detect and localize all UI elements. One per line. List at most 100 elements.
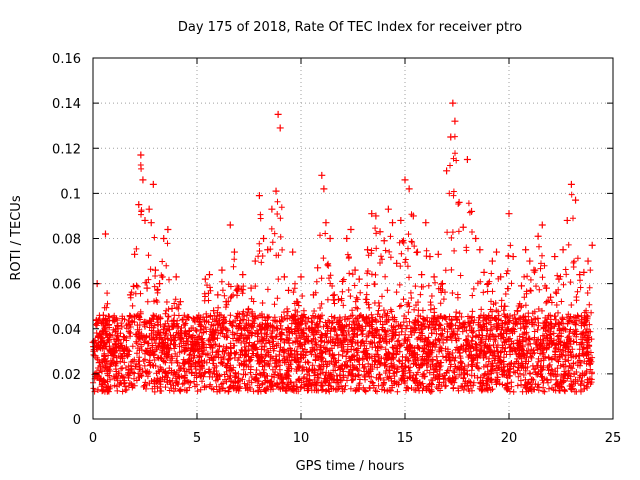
scatter-point [580, 268, 588, 276]
scatter-cloud-markers [90, 133, 596, 395]
scatter-point [135, 201, 143, 209]
y-tick-label: 0.06 [52, 278, 81, 293]
y-tick-label: 0.02 [52, 368, 81, 383]
scatter-point [451, 117, 459, 125]
scatter-point [326, 235, 334, 242]
scatter-point [443, 167, 451, 175]
scatter-point [376, 228, 384, 236]
scatter-point [164, 225, 172, 233]
scatter-point [418, 271, 426, 279]
scatter-point [95, 359, 103, 367]
scatter-point [276, 124, 284, 132]
scatter-point [588, 241, 596, 249]
scatter-point [551, 253, 559, 261]
axis-ticks: 0 0.02 0.04 0.06 0.08 0.1 0.12 0.14 0.16 0 5 10 15 20… [52, 52, 621, 446]
scatter-point [380, 237, 388, 245]
scatter-point [401, 176, 409, 184]
scatter-point [351, 266, 359, 274]
scatter-point [239, 271, 247, 279]
scatter-point [156, 280, 164, 288]
scatter-point [301, 313, 309, 321]
scatter-point [522, 246, 530, 254]
scatter-point [447, 133, 455, 141]
scatter-point [505, 210, 513, 218]
scatter-point [137, 151, 145, 159]
scatter-point [110, 359, 118, 367]
scatter-point [143, 284, 151, 292]
scatter-point [563, 216, 571, 224]
scatter-point [484, 280, 492, 288]
scatter-point [314, 264, 322, 272]
scatter-point [168, 304, 176, 312]
dense-scatter-band [90, 133, 596, 395]
scatter-point [260, 235, 268, 242]
y-tick-label: 0.16 [52, 52, 81, 67]
scatter-point [226, 221, 234, 229]
scatter-point [264, 246, 272, 254]
scatter-point [509, 253, 517, 261]
scatter-point [141, 216, 149, 224]
scatter-point [526, 257, 534, 265]
scatter-point [193, 341, 201, 349]
scatter-point [513, 307, 521, 315]
scatter-point [426, 253, 434, 261]
scatter-point [99, 311, 107, 319]
scatter-point [372, 212, 380, 220]
scatter-point [364, 246, 372, 254]
scatter-point [463, 156, 471, 164]
scatter-point [409, 212, 417, 220]
y-tick-label: 0 [73, 413, 81, 428]
scatter-point [147, 219, 155, 227]
scatter-point [197, 322, 205, 330]
scatter-point [151, 266, 159, 274]
y-tick-label: 0.04 [52, 323, 81, 338]
scatter-point [438, 280, 446, 288]
scatter-point [247, 284, 255, 292]
x-tick-label: 5 [193, 431, 201, 446]
scatter-point [210, 307, 218, 315]
scatter-point [139, 176, 147, 184]
x-tick-label: 20 [501, 431, 518, 446]
y-tick-label: 0.12 [52, 142, 81, 157]
scatter-point [339, 277, 347, 285]
scatter-point [355, 275, 363, 283]
scatter-point [389, 219, 397, 227]
scatter-point [468, 207, 476, 215]
scatter-point [176, 298, 184, 306]
scatter-point [472, 235, 480, 242]
scatter-point [106, 345, 114, 353]
scatter-point [309, 291, 317, 299]
scatter-point [255, 192, 263, 200]
scatter-point [455, 198, 463, 206]
scatter-point [218, 266, 226, 274]
scatter-point [501, 302, 509, 310]
scatter-point [534, 232, 542, 240]
x-axis-title: GPS time / hours [296, 459, 405, 474]
scatter-point [572, 196, 580, 204]
scatter-point [555, 275, 563, 283]
scatter-point [422, 219, 430, 227]
scatter-point [126, 291, 134, 299]
scatter-point [114, 325, 122, 333]
scatter-point [274, 110, 282, 118]
scatter-point [584, 257, 592, 265]
scatter-point [205, 271, 213, 279]
scatter-point [230, 248, 238, 256]
scatter-point [559, 246, 567, 254]
scatter-point [120, 350, 128, 358]
scatter-point [368, 210, 376, 218]
scatter-point [149, 180, 157, 188]
scatter-point [449, 99, 457, 107]
scatter-point [305, 325, 313, 333]
scatter-point [160, 235, 168, 242]
scatter-point [334, 295, 342, 303]
scatter-point [222, 298, 230, 306]
scatter-point [547, 293, 555, 301]
chart-title: Day 175 of 2018, Rate Of TEC Index for r… [178, 20, 522, 35]
scatter-point [430, 273, 438, 281]
scatter-point [343, 235, 351, 242]
scatter-point [480, 268, 488, 276]
scatter-point [131, 250, 139, 258]
scatter-point [251, 257, 259, 265]
